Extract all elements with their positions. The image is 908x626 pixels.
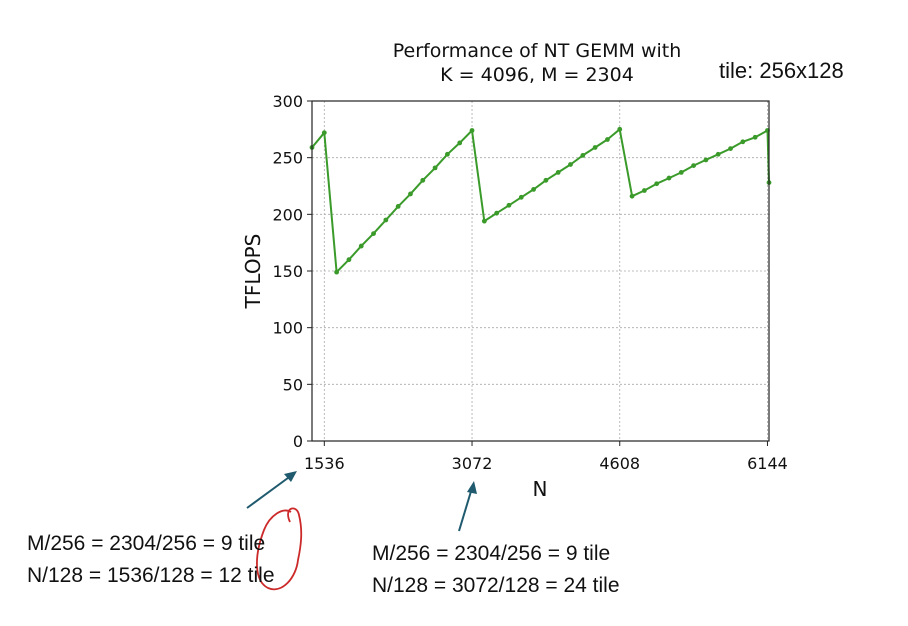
data-point — [457, 140, 463, 146]
data-point — [691, 163, 697, 169]
data-point — [654, 181, 660, 187]
data-point — [543, 177, 549, 183]
data-point — [740, 139, 746, 145]
x-tick-label: 3072 — [452, 454, 493, 473]
data-point — [383, 217, 389, 223]
data-point — [481, 218, 487, 224]
data-point — [605, 137, 610, 142]
annotation-right-line1: M/256 = 2304/256 = 9 tile — [372, 542, 611, 565]
data-point — [666, 175, 672, 181]
data-point — [703, 157, 709, 163]
data-point — [432, 165, 438, 171]
data-point — [592, 145, 598, 150]
y-axis: 0 50 100 150 200 250 300 — [272, 92, 312, 451]
grid — [312, 100, 769, 442]
annotation-right: M/256 = 2304/256 = 9 tile N/128 = 3072/1… — [372, 538, 620, 602]
y-axis-label: TFLOPS — [241, 234, 265, 310]
annotation-right-line2: N/128 = 3072/128 = 24 tile — [372, 574, 620, 597]
y-tick-label: 0 — [293, 432, 303, 451]
data-point — [445, 151, 450, 157]
data-point — [715, 151, 721, 157]
data-point — [494, 210, 500, 216]
chart-title-line2: K = 4096, M = 2304 — [440, 64, 634, 86]
data-point — [506, 202, 512, 208]
y-tick-label: 250 — [272, 149, 303, 168]
y-tick-label: 300 — [272, 92, 303, 111]
data-point — [617, 126, 623, 132]
data-point — [334, 269, 340, 275]
chart-title-line1: Performance of NT GEMM with — [393, 40, 682, 62]
tile-size-note: tile: 256x128 — [719, 58, 844, 83]
x-tick-label: 4608 — [599, 454, 640, 473]
annotation-left-line2: N/128 = 1536/128 = 12 tile — [27, 564, 275, 587]
data-point — [629, 193, 635, 199]
x-axis-label: N — [533, 477, 548, 501]
annotation-left-line1: M/256 = 2304/256 = 9 tile — [27, 532, 266, 555]
data-point — [678, 170, 684, 175]
data-point — [420, 177, 426, 183]
data-point — [580, 153, 586, 158]
x-tick-label: 6144 — [747, 454, 788, 473]
data-point — [395, 204, 401, 209]
data-point — [358, 243, 364, 249]
data-point — [531, 187, 536, 192]
data-point — [408, 191, 413, 197]
x-tick-label: 1536 — [304, 454, 345, 473]
data-point — [469, 128, 475, 133]
y-tick-label: 200 — [272, 205, 303, 224]
y-tick-label: 50 — [283, 375, 303, 394]
data-point — [568, 162, 573, 167]
data-point — [321, 130, 327, 136]
arrow-left — [246, 471, 297, 509]
arrow-right — [458, 481, 477, 532]
x-axis: 1536 3072 4608 6144 — [304, 441, 788, 473]
data-point — [555, 170, 561, 175]
series-line — [311, 128, 770, 274]
y-tick-label: 100 — [272, 319, 303, 338]
data-point — [752, 134, 758, 140]
series-layer — [309, 126, 772, 275]
data-point — [371, 231, 376, 237]
y-tick-label: 150 — [272, 262, 303, 281]
data-point — [641, 188, 647, 193]
data-point — [728, 146, 733, 152]
annotation-left: M/256 = 2304/256 = 9 tile N/128 = 1536/1… — [27, 528, 275, 592]
data-point — [518, 194, 524, 200]
data-point — [346, 257, 352, 263]
red-circle-annotation — [256, 507, 303, 591]
